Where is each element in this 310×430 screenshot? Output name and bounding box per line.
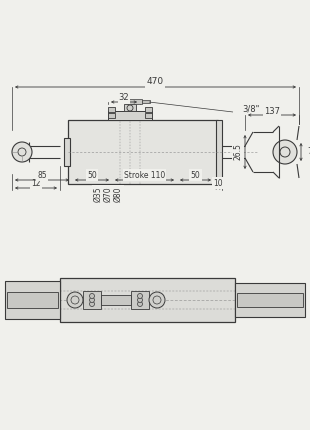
Circle shape <box>90 301 95 307</box>
Bar <box>101 295 131 305</box>
Bar <box>5 281 60 319</box>
Circle shape <box>12 142 32 162</box>
Bar <box>108 113 115 118</box>
Text: Stroke 110: Stroke 110 <box>124 171 165 179</box>
Circle shape <box>138 301 143 307</box>
Bar <box>64 138 70 166</box>
Bar <box>145 113 152 118</box>
Text: Ø80: Ø80 <box>113 186 122 202</box>
Text: 10: 10 <box>213 178 223 187</box>
Bar <box>131 291 149 309</box>
Text: 137: 137 <box>264 107 280 116</box>
Bar <box>235 283 305 317</box>
Text: 50: 50 <box>191 171 200 179</box>
Bar <box>128 99 142 104</box>
Circle shape <box>90 298 95 302</box>
Bar <box>108 111 152 120</box>
Text: 26.5: 26.5 <box>233 144 242 160</box>
Circle shape <box>138 298 143 302</box>
Bar <box>237 293 303 307</box>
Text: 470: 470 <box>146 77 164 86</box>
Text: Ø35: Ø35 <box>94 186 103 202</box>
Text: 50: 50 <box>87 171 97 179</box>
Bar <box>68 120 218 184</box>
Text: 12: 12 <box>31 178 41 187</box>
Bar <box>7 292 58 308</box>
Bar <box>216 120 222 184</box>
Bar <box>142 100 150 103</box>
Bar <box>145 107 152 112</box>
Circle shape <box>138 294 143 298</box>
Circle shape <box>90 294 95 298</box>
Circle shape <box>273 140 297 164</box>
Bar <box>108 107 115 112</box>
Text: 85: 85 <box>37 171 47 179</box>
Circle shape <box>149 292 165 308</box>
Bar <box>60 278 235 322</box>
Text: 32: 32 <box>119 93 129 102</box>
Text: 3/8": 3/8" <box>242 104 259 114</box>
Text: Ø70: Ø70 <box>104 186 113 202</box>
Bar <box>124 104 136 111</box>
Circle shape <box>67 292 83 308</box>
Bar <box>83 291 101 309</box>
Text: 70: 70 <box>307 147 310 157</box>
